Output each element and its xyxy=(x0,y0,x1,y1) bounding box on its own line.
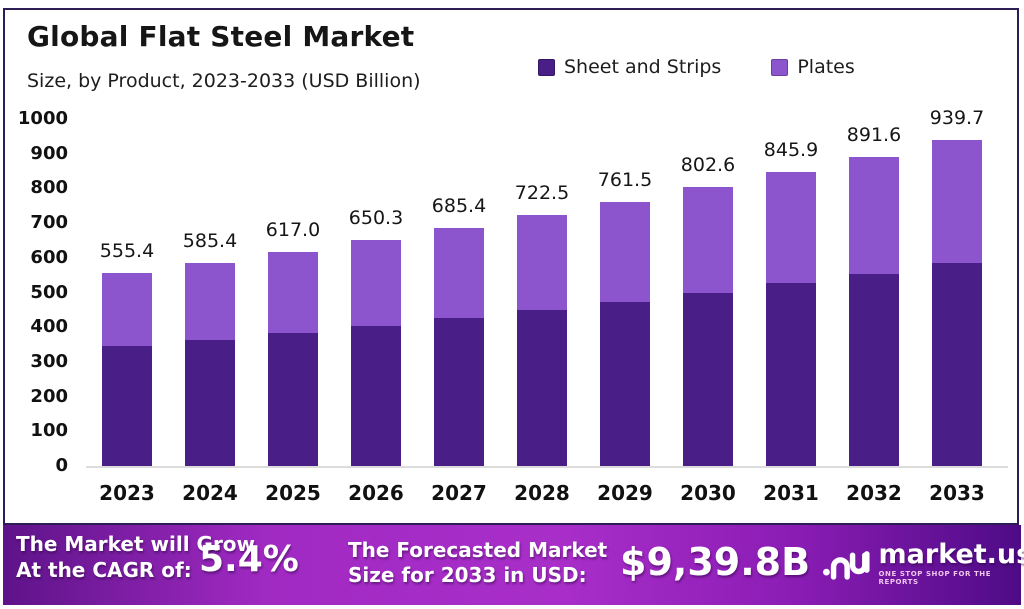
x-axis-label-2025: 2025 xyxy=(265,481,321,505)
cagr-value: 5.4% xyxy=(199,539,299,580)
footer-banner: The Market will Grow At the CAGR of: 5.4… xyxy=(3,525,1024,605)
legend-label: Plates xyxy=(797,56,855,78)
brand-tagline: ONE STOP SHOP FOR THE REPORTS xyxy=(878,570,992,586)
y-tick-label: 1000 xyxy=(17,108,68,129)
bar-total-label: 891.6 xyxy=(846,123,902,146)
cagr-text: The Market will Grow At the CAGR of: xyxy=(16,531,255,583)
bar-segment-sheet-and-strips xyxy=(849,273,899,466)
bar-segment-sheet-and-strips xyxy=(185,339,235,466)
page-title: Global Flat Steel Market xyxy=(27,20,415,53)
bar-segment-sheet-and-strips xyxy=(351,325,401,466)
page-subtitle: Size, by Product, 2023-2033 (USD Billion… xyxy=(27,70,421,92)
y-tick-label: 800 xyxy=(30,177,68,199)
bar-segment-sheet-and-strips xyxy=(932,263,982,466)
bar-segment-plates xyxy=(766,172,816,284)
bar-total-label: 802.6 xyxy=(680,154,736,177)
bar-total-label: 685.4 xyxy=(431,195,487,218)
legend-item-plates: Plates xyxy=(771,56,855,78)
x-axis-baseline xyxy=(86,466,1008,468)
cagr-line2: At the CAGR of: xyxy=(16,558,192,582)
forecast-value: $9,39.8B xyxy=(620,540,811,584)
y-tick-label: 0 xyxy=(55,455,68,476)
brand-name: market.us xyxy=(878,539,1024,570)
x-axis-label-2027: 2027 xyxy=(431,481,487,505)
legend-item-sheet-and-strips: Sheet and Strips xyxy=(538,56,721,78)
bar-segment-sheet-and-strips xyxy=(683,292,733,466)
cagr-line1: The Market will Grow xyxy=(16,532,256,556)
bar-total-label: 761.5 xyxy=(597,168,653,191)
bar-segment-plates xyxy=(102,273,152,347)
forecast-line2: Size for 2033 in USD: xyxy=(348,563,587,587)
bar-total-label: 555.4 xyxy=(99,240,155,263)
bar-segment-plates xyxy=(517,215,567,311)
x-axis-label-2032: 2032 xyxy=(846,481,902,505)
bar-segment-sheet-and-strips xyxy=(600,301,650,466)
y-tick-label: 700 xyxy=(30,212,68,234)
brand-text: market.us ONE STOP SHOP FOR THE REPORTS xyxy=(878,539,1024,587)
y-tick-label: 200 xyxy=(30,385,68,407)
legend-swatch xyxy=(771,58,789,76)
forecast-text: The Forecasted Market Size for 2033 in U… xyxy=(348,538,607,588)
bar-segment-plates xyxy=(932,139,982,264)
legend-label: Sheet and Strips xyxy=(564,56,722,78)
bar-total-label: 650.3 xyxy=(348,207,404,230)
bar-segment-sheet-and-strips xyxy=(434,318,484,466)
bar-segment-plates xyxy=(268,251,318,333)
bar-segment-plates xyxy=(351,240,401,326)
bar-total-label: 617.0 xyxy=(265,218,321,241)
bar-segment-sheet-and-strips xyxy=(766,283,816,466)
x-axis-label-2033: 2033 xyxy=(929,481,985,505)
bar-segment-sheet-and-strips xyxy=(268,332,318,466)
bar-segment-plates xyxy=(185,262,235,340)
brand-logo: market.us ONE STOP SHOP FOR THE REPORTS xyxy=(822,541,1024,586)
bar-segment-sheet-and-strips xyxy=(102,346,152,466)
bar-segment-plates xyxy=(600,201,650,302)
x-axis-label-2024: 2024 xyxy=(182,481,238,505)
y-tick-label: 300 xyxy=(30,350,68,372)
bar-segment-plates xyxy=(683,187,733,293)
y-tick-label: 500 xyxy=(30,281,68,303)
x-axis-label-2029: 2029 xyxy=(597,481,653,505)
y-tick-label: 600 xyxy=(30,246,68,268)
x-axis-label-2023: 2023 xyxy=(99,481,155,505)
x-axis-label-2031: 2031 xyxy=(763,481,819,505)
y-tick-label: 900 xyxy=(30,142,68,164)
bar-total-label: 845.9 xyxy=(763,139,819,162)
bar-total-label: 585.4 xyxy=(182,229,238,252)
bar-segment-plates xyxy=(849,156,899,274)
legend-swatch xyxy=(538,58,555,76)
x-axis-label-2026: 2026 xyxy=(348,481,404,505)
y-tick-label: 100 xyxy=(30,420,68,442)
bar-total-label: 722.5 xyxy=(514,182,570,205)
y-tick-label: 400 xyxy=(30,316,68,338)
forecast-line1: The Forecasted Market xyxy=(348,538,608,562)
bar-segment-sheet-and-strips xyxy=(517,310,567,466)
bar-total-label: 939.7 xyxy=(929,106,985,129)
bar-segment-plates xyxy=(434,228,484,319)
chart-legend: Sheet and Strips Plates xyxy=(538,56,855,78)
x-axis-label-2030: 2030 xyxy=(680,481,736,505)
x-axis-label-2028: 2028 xyxy=(514,481,570,505)
market-us-logo-icon xyxy=(823,550,870,580)
